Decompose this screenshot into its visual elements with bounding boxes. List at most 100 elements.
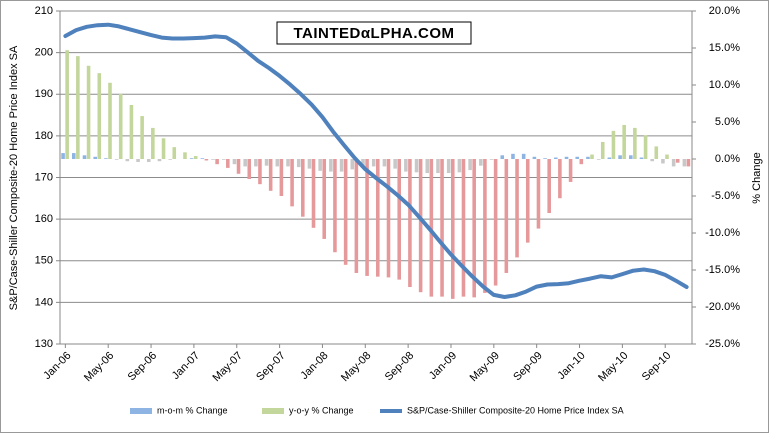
- bar: [350, 159, 355, 170]
- bar: [247, 159, 252, 179]
- y-axis-title: S&P/Case-Shiller Composite-20 Home Price…: [8, 45, 20, 310]
- bar: [500, 155, 505, 159]
- y2-tick-label: -5.0%: [711, 190, 740, 202]
- bar: [339, 159, 344, 172]
- y2-axis-title: % Change: [751, 152, 763, 203]
- bar: [114, 159, 119, 160]
- bar: [682, 159, 687, 167]
- bar: [311, 159, 316, 228]
- bar: [275, 159, 280, 167]
- bar: [151, 127, 155, 159]
- bar: [558, 159, 562, 199]
- y2-tick-label: -15.0%: [705, 264, 740, 276]
- bar: [515, 159, 519, 258]
- bar: [596, 159, 601, 160]
- y-tick-label: 160: [35, 213, 53, 225]
- legend-marker: [130, 408, 152, 414]
- bar: [404, 159, 408, 172]
- bar: [643, 135, 648, 159]
- y2-tick-label: 10.0%: [709, 79, 740, 91]
- bar: [382, 159, 387, 167]
- bar: [93, 156, 97, 159]
- bar: [489, 159, 494, 160]
- y2-tick-label: 5.0%: [715, 116, 740, 128]
- bar: [671, 159, 676, 167]
- watermark-box: [276, 21, 472, 45]
- bar: [397, 159, 401, 280]
- y-tick-label: 200: [35, 47, 53, 59]
- bar: [71, 153, 76, 159]
- bar: [221, 159, 226, 160]
- bar: [61, 153, 65, 159]
- bar: [472, 159, 476, 298]
- bar: [371, 159, 376, 167]
- bar: [157, 159, 162, 162]
- bar: [168, 159, 172, 160]
- bar: [361, 159, 365, 168]
- bar: [279, 159, 284, 196]
- bar: [618, 155, 622, 159]
- bar: [301, 159, 305, 217]
- bar: [211, 159, 215, 160]
- bar: [365, 159, 369, 276]
- y2-tick-label: -25.0%: [705, 338, 740, 350]
- bar: [590, 154, 594, 159]
- bar: [268, 159, 273, 191]
- bar: [493, 159, 498, 286]
- bar: [307, 159, 312, 169]
- bar: [286, 159, 290, 167]
- bar: [146, 159, 151, 162]
- bar: [511, 153, 515, 159]
- bar: [446, 159, 451, 174]
- legend-label: m-o-m % Change: [157, 405, 228, 415]
- bar: [290, 159, 294, 207]
- y2-tick-label: 0.0%: [715, 153, 740, 165]
- y-tick-label: 170: [35, 171, 53, 183]
- bar: [104, 158, 108, 159]
- bar: [140, 116, 144, 159]
- bar: [354, 159, 359, 273]
- bar: [554, 157, 558, 159]
- bar: [450, 159, 455, 299]
- y-tick-label: 190: [35, 88, 53, 100]
- bar: [532, 156, 537, 159]
- bar: [639, 157, 644, 159]
- bar: [629, 155, 633, 159]
- bar: [575, 156, 580, 159]
- bar: [254, 159, 258, 167]
- y-tick-label: 180: [35, 130, 53, 142]
- bar: [654, 146, 659, 159]
- bar: [322, 159, 327, 239]
- bar: [258, 159, 262, 185]
- bar: [329, 159, 333, 172]
- bar: [408, 159, 412, 288]
- bar: [479, 159, 483, 166]
- bar: [118, 93, 123, 159]
- bar: [675, 159, 680, 163]
- bar: [193, 156, 198, 159]
- bar: [536, 159, 541, 229]
- line: [63, 22, 689, 299]
- bar: [611, 130, 616, 159]
- bar: [461, 159, 466, 297]
- bar: [547, 159, 551, 214]
- bar: [622, 124, 626, 159]
- bar: [661, 159, 665, 164]
- bar: [172, 147, 177, 159]
- bar: [600, 141, 605, 159]
- y-tick-label: 150: [35, 255, 53, 267]
- bar: [232, 159, 237, 165]
- bar: [564, 156, 569, 159]
- bar: [586, 156, 590, 159]
- bar: [136, 159, 140, 162]
- bar: [665, 154, 669, 159]
- legend-marker: [262, 408, 284, 414]
- bar: [296, 159, 301, 168]
- bar: [243, 159, 247, 167]
- bar: [436, 159, 440, 174]
- bar: [318, 159, 322, 171]
- bar: [393, 159, 397, 169]
- legend-label: y-o-y % Change: [289, 405, 354, 415]
